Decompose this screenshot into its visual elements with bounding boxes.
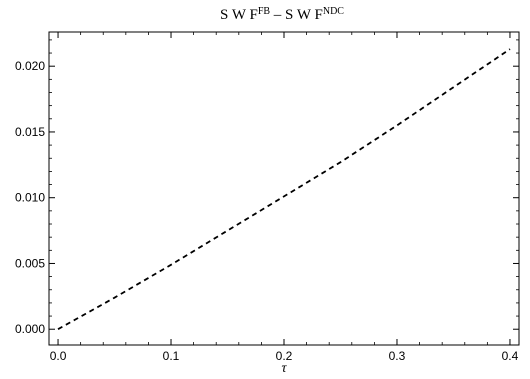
chart-title-sup1: FB [258,6,271,17]
x-tick-label: 0.3 [389,349,406,363]
chart-title-sup2: NDC [323,6,344,17]
chart-title: S W FFB – S W FNDC [220,6,344,23]
y-tick-label: 0.000 [15,322,45,336]
x-axis-title: τ [281,361,287,376]
chart-title-middle: – S W F [270,7,323,23]
y-tick-label: 0.005 [15,256,45,270]
y-tick-label: 0.015 [15,125,45,139]
series-line [57,48,511,330]
y-tick-label: 0.010 [15,191,45,205]
x-tick-label: 0.2 [276,349,293,363]
series-group [57,48,511,330]
axis-ticks: 0.0 0.1 0.2 0.3 0.4 0.000 0.005 0.010 0.015 0.020 [15,32,519,363]
x-tick-label: 0.1 [163,349,180,363]
y-tick-label: 0.020 [15,59,45,73]
chart-title-part1: S W F [220,7,258,23]
x-tick-label: 0.4 [502,349,519,363]
x-tick-label: 0.0 [50,349,67,363]
plot-frame [48,31,520,346]
